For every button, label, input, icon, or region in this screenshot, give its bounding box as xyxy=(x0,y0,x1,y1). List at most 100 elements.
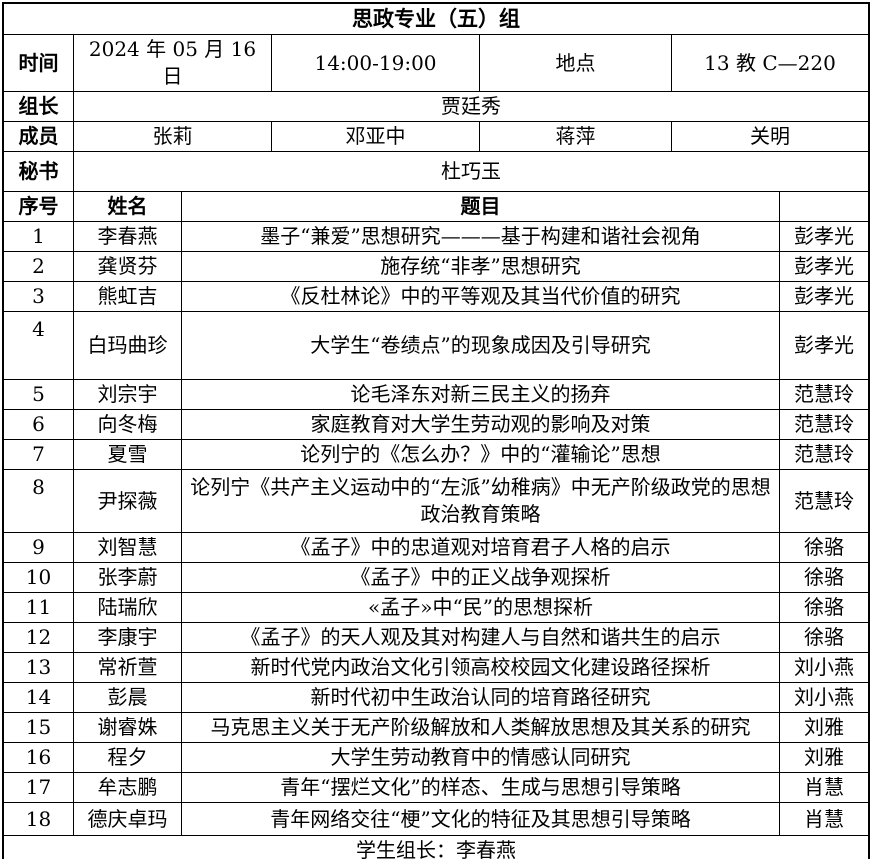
student-row: 11 陆瑞欣 «孟子»中“民”的思想探析 徐骆 xyxy=(4,593,868,624)
student-topic: «孟子»中“民”的思想探析 xyxy=(182,593,780,623)
student-advisor: 徐骆 xyxy=(804,535,844,560)
student-advisor: 肖慧 xyxy=(804,775,844,800)
student-name: 龚贤芬 xyxy=(74,252,182,282)
student-advisor: 彭孝光 xyxy=(794,224,854,249)
student-row: 17 牟志鹏 青年“摆烂文化”的样态、生成与思想引导策略 肖慧 xyxy=(4,773,868,804)
student-topic: 大学生“卷绩点”的现象成因及引导研究 xyxy=(182,312,780,380)
leader-label-cell: 组长 xyxy=(4,92,74,122)
student-name: 白玛曲珍 xyxy=(74,312,182,380)
info-row: 时间 2024 年 05 月 16 日 14:00-19:00 地点 13 教 … xyxy=(4,35,868,93)
student-advisor: 范慧玲 xyxy=(794,412,854,437)
footer-row: 学生组长：李春燕 xyxy=(4,836,868,859)
student-name: 谢睿姝 xyxy=(74,713,182,743)
student-topic: 家庭教育对大学生劳动观的影响及对策 xyxy=(182,410,780,440)
student-topic: 青年网络交往“梗”文化的特征及其思想引导策略 xyxy=(182,803,780,836)
student-no: 4 xyxy=(4,312,74,380)
student-row: 6 向冬梅 家庭教育对大学生劳动观的影响及对策 范慧玲 xyxy=(4,410,868,441)
student-row: 3 熊虹吉 《反杜林论》中的平等观及其当代价值的研究 彭孝光 xyxy=(4,282,868,313)
student-no: 14 xyxy=(4,683,74,713)
student-no: 3 xyxy=(4,282,74,312)
time-range-cell: 14:00-19:00 xyxy=(272,35,480,92)
student-row: 4 白玛曲珍 大学生“卷绩点”的现象成因及引导研究 彭孝光 xyxy=(4,312,868,381)
header-no-cell: 序号 xyxy=(4,192,74,222)
student-advisor: 刘雅 xyxy=(804,745,844,770)
student-no: 6 xyxy=(4,410,74,440)
student-name: 尹探薇 xyxy=(74,470,182,533)
student-row: 2 龚贤芬 施存统“非孝”思想研究 彭孝光 xyxy=(4,252,868,283)
student-advisor: 徐骆 xyxy=(804,595,844,620)
student-topic: 《反杜林论》中的平等观及其当代价值的研究 xyxy=(182,282,780,312)
time-label-cell: 时间 xyxy=(4,35,74,92)
student-advisor: 彭孝光 xyxy=(794,254,854,279)
student-advisor: 刘小燕 xyxy=(794,685,854,710)
student-name: 德庆卓玛 xyxy=(74,803,182,836)
student-row: 18 德庆卓玛 青年网络交往“梗”文化的特征及其思想引导策略 肖慧 xyxy=(4,803,868,837)
student-name: 熊虹吉 xyxy=(74,282,182,312)
student-name: 夏雪 xyxy=(74,440,182,470)
student-leader-note: 学生组长：李春燕 xyxy=(356,838,516,859)
student-advisor: 刘小燕 xyxy=(794,655,854,680)
student-topic: 论列宁《共产主义运动中的“左派”幼稚病》中无产阶级政党的思想政治教育策略 xyxy=(182,470,780,533)
student-name: 向冬梅 xyxy=(74,410,182,440)
student-no: 13 xyxy=(4,653,74,683)
student-advisor: 刘雅 xyxy=(804,715,844,740)
student-row: 9 刘智慧 《孟子》中的忠道观对培育君子人格的启示 徐骆 xyxy=(4,533,868,564)
student-topic: 《孟子》中的忠道观对培育君子人格的启示 xyxy=(182,533,780,563)
group-title: 思政专业（五）组 xyxy=(352,6,520,31)
student-name: 陆瑞欣 xyxy=(74,593,182,623)
student-row: 12 李康宇 《孟子》的天人观及其对构建人与自然和谐共生的启示 徐骆 xyxy=(4,623,868,654)
student-no: 5 xyxy=(4,380,74,410)
student-advisor: 徐骆 xyxy=(804,565,844,590)
student-row: 8 尹探薇 论列宁《共产主义运动中的“左派”幼稚病》中无产阶级政党的思想政治教育… xyxy=(4,470,868,534)
header-name-cell: 姓名 xyxy=(74,192,182,222)
student-advisor: 徐骆 xyxy=(804,625,844,650)
student-advisor: 肖慧 xyxy=(804,806,844,831)
student-no: 11 xyxy=(4,593,74,623)
student-topic: 《孟子》中的正义战争观探析 xyxy=(182,563,780,593)
member-cell: 关明 xyxy=(750,124,790,149)
student-name: 常祈萱 xyxy=(74,653,182,683)
student-row: 15 谢睿姝 马克思主义关于无产阶级解放和人类解放思想及其关系的研究 刘雅 xyxy=(4,713,868,744)
student-no: 15 xyxy=(4,713,74,743)
student-advisor: 彭孝光 xyxy=(794,284,854,309)
student-topic: 论列宁的《怎么办？》中的“灌输论”思想 xyxy=(182,440,780,470)
members-row: 成员 张莉 邓亚中 蒋萍 关明 xyxy=(4,122,868,153)
student-advisor: 范慧玲 xyxy=(794,382,854,407)
student-advisor: 彭孝光 xyxy=(794,333,854,358)
student-name: 程夕 xyxy=(74,743,182,773)
member-cell: 邓亚中 xyxy=(272,122,480,152)
header-advisor-cell xyxy=(780,192,868,221)
student-topic: 《孟子》的天人观及其对构建人与自然和谐共生的启示 xyxy=(182,623,780,653)
member-cell: 蒋萍 xyxy=(480,122,672,152)
date-cell: 2024 年 05 月 16 日 xyxy=(74,35,272,92)
header-topic-cell: 题目 xyxy=(182,192,780,222)
leader-row: 组长 贾廷秀 xyxy=(4,92,868,123)
student-topic: 新时代党内政治文化引领高校校园文化建设路径探析 xyxy=(182,653,780,683)
student-row: 7 夏雪 论列宁的《怎么办？》中的“灌输论”思想 范慧玲 xyxy=(4,440,868,471)
title-row: 思政专业（五）组 xyxy=(4,4,868,36)
student-no: 16 xyxy=(4,743,74,773)
place-label-cell: 地点 xyxy=(480,35,672,92)
student-no: 9 xyxy=(4,533,74,563)
student-topic: 青年“摆烂文化”的样态、生成与思想引导策略 xyxy=(182,773,780,803)
member-cell: 张莉 xyxy=(74,122,272,152)
student-name: 张李蔚 xyxy=(74,563,182,593)
student-no: 17 xyxy=(4,773,74,803)
student-name: 刘智慧 xyxy=(74,533,182,563)
student-row: 5 刘宗宇 论毛泽东对新三民主义的扬弃 范慧玲 xyxy=(4,380,868,411)
secretary-name-cell: 杜巧玉 xyxy=(441,159,501,184)
student-name: 李春燕 xyxy=(74,222,182,252)
student-row: 14 彭晨 新时代初中生政治认同的培育路径研究 刘小燕 xyxy=(4,683,868,714)
student-no: 1 xyxy=(4,222,74,252)
leader-name-cell: 贾廷秀 xyxy=(441,94,501,119)
secretary-label-cell: 秘书 xyxy=(4,152,74,192)
secretary-row: 秘书 杜巧玉 xyxy=(4,152,868,193)
student-no: 10 xyxy=(4,563,74,593)
student-no: 18 xyxy=(4,803,74,836)
student-name: 刘宗宇 xyxy=(74,380,182,410)
student-no: 2 xyxy=(4,252,74,282)
student-no: 12 xyxy=(4,623,74,653)
student-row: 1 李春燕 墨子“兼爱”思想研究———基于构建和谐社会视角 彭孝光 xyxy=(4,222,868,253)
student-topic: 施存统“非孝”思想研究 xyxy=(182,252,780,282)
